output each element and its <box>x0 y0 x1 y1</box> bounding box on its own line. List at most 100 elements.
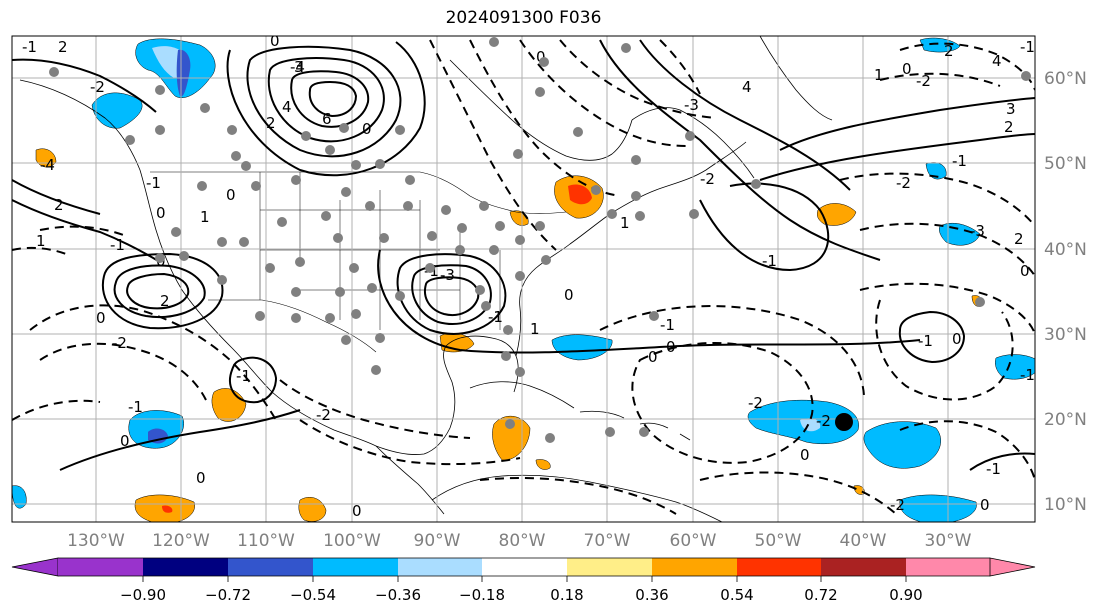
station-dot <box>607 209 617 219</box>
station-dot <box>441 205 451 215</box>
shade-orange-area <box>817 203 857 226</box>
contour-label: -4 <box>290 58 305 76</box>
colorbar-tick-label: 0.54 <box>720 586 753 604</box>
contour-label: -2 <box>748 394 763 412</box>
station-dot <box>395 291 405 301</box>
station-dot <box>495 221 505 231</box>
shade-deep-blue-area <box>148 428 168 444</box>
colorbar-tick-label: −0.72 <box>205 586 251 604</box>
contour-line <box>39 225 127 237</box>
station-dot <box>455 245 465 255</box>
station-dot <box>591 185 601 195</box>
contour-line <box>859 282 1035 335</box>
station-dot <box>301 131 311 141</box>
contour-line <box>599 305 865 397</box>
contour-label: -2 <box>316 406 331 424</box>
station-dot <box>375 159 385 169</box>
anomaly-shading <box>12 37 1035 522</box>
contour-label: 2 <box>1004 118 1014 136</box>
station-dot <box>291 175 301 185</box>
shade-red-area <box>568 184 592 205</box>
contour-label: -1 <box>986 460 1001 478</box>
station-dot <box>155 85 165 95</box>
station-dot <box>475 285 485 295</box>
contour-line <box>39 342 207 401</box>
border-us-mexico <box>208 299 377 353</box>
station-dot <box>403 201 413 211</box>
contour-label: 1 <box>620 214 630 232</box>
station-dot <box>605 427 615 437</box>
shade-orange-area <box>492 416 531 461</box>
contour-line <box>839 172 1035 227</box>
station-dot <box>171 227 181 237</box>
station-dot <box>291 313 301 323</box>
longitude-label: 100°W <box>323 531 381 551</box>
contour-line <box>559 39 717 119</box>
station-dot <box>541 255 551 265</box>
station-dot <box>1021 71 1031 81</box>
contour-label: 0 <box>536 48 546 66</box>
contour-line <box>599 39 881 261</box>
contour-line <box>267 57 385 143</box>
contour-line <box>279 379 471 439</box>
latitude-label: 50°N <box>1044 154 1087 174</box>
contour-label: 0 <box>120 432 130 450</box>
station-dot <box>321 211 331 221</box>
contour-line <box>290 70 370 128</box>
contour-label: -1 <box>146 174 161 192</box>
contour-label: 0 <box>96 309 106 327</box>
colorbar-tick-label: 0.72 <box>804 586 837 604</box>
station-dot <box>295 257 305 267</box>
shade-orange-area <box>298 497 327 522</box>
contour-line <box>859 222 1035 277</box>
station-dot <box>351 309 361 319</box>
shade-blue-area <box>551 334 613 361</box>
colorbar-segment <box>313 558 398 576</box>
contour-label: 2 <box>160 292 170 310</box>
contour-label: -1 <box>1020 38 1035 56</box>
longitude-label: 60°W <box>670 531 717 551</box>
station-dot <box>155 253 165 263</box>
contour-label: 0 <box>902 60 912 78</box>
colorbar-extend-max <box>989 557 1036 577</box>
contour-line <box>479 477 677 515</box>
station-dot <box>371 365 381 375</box>
shade-blue-area <box>995 354 1035 380</box>
contour-label: -2 <box>112 334 127 352</box>
contour-line <box>12 199 161 263</box>
station-dot <box>427 231 437 241</box>
contour-label: 4 <box>742 78 752 96</box>
station-dot <box>535 87 545 97</box>
shade-blue-area <box>939 223 981 246</box>
contour-line <box>519 39 687 147</box>
station-dot <box>379 233 389 243</box>
contour-label: 1 <box>36 232 46 250</box>
contour-label: 0 <box>800 446 810 464</box>
station-dot <box>573 127 583 137</box>
contour-line <box>29 304 277 421</box>
contour-label: 2 <box>1014 230 1024 248</box>
shade-orange-area <box>35 148 57 168</box>
station-dot <box>535 221 545 231</box>
station-dot <box>341 335 351 345</box>
station-dot <box>217 237 227 247</box>
contour-line <box>12 399 101 421</box>
station-dot <box>49 67 59 77</box>
station-dot <box>539 57 549 67</box>
station-dot <box>395 125 405 135</box>
contour-label: -2 <box>700 170 715 188</box>
map-frame <box>11 35 1036 523</box>
colorbar-tick-label: −0.36 <box>375 586 421 604</box>
latitude-label: 30°N <box>1044 325 1087 345</box>
contour-label: 0 <box>352 502 362 520</box>
station-dot <box>515 367 525 377</box>
shade-blue-area <box>899 494 977 522</box>
station-dot <box>241 161 251 171</box>
station-dot <box>501 351 511 361</box>
colorbar-segment <box>482 558 567 576</box>
contour-label: -1 <box>110 236 125 254</box>
coastline-greenland <box>759 36 833 121</box>
contour-label: 0 <box>226 186 236 204</box>
station-dot <box>405 175 415 185</box>
longitude-label: 90°W <box>414 531 461 551</box>
